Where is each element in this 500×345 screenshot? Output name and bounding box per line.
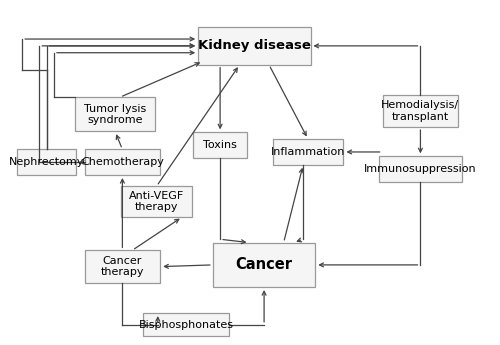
FancyBboxPatch shape: [379, 156, 462, 182]
Text: Anti-VEGF
therapy: Anti-VEGF therapy: [129, 191, 184, 213]
FancyBboxPatch shape: [18, 149, 76, 175]
FancyBboxPatch shape: [121, 186, 192, 217]
Text: Tumor lysis
syndrome: Tumor lysis syndrome: [84, 104, 146, 125]
Text: Immunosuppression: Immunosuppression: [364, 164, 476, 174]
FancyBboxPatch shape: [84, 250, 160, 283]
Text: Toxins: Toxins: [203, 140, 237, 150]
FancyBboxPatch shape: [84, 149, 160, 175]
FancyBboxPatch shape: [193, 132, 247, 158]
Text: Inflammation: Inflammation: [271, 147, 345, 157]
Text: Nephrectomy: Nephrectomy: [9, 157, 85, 167]
FancyBboxPatch shape: [198, 27, 310, 65]
FancyBboxPatch shape: [143, 313, 228, 336]
Text: Bisphosphonates: Bisphosphonates: [138, 320, 234, 330]
Text: Cancer: Cancer: [236, 257, 292, 273]
FancyBboxPatch shape: [272, 139, 344, 165]
Text: Hemodialysis/
transplant: Hemodialysis/ transplant: [382, 100, 460, 122]
Text: Chemotherapy: Chemotherapy: [81, 157, 164, 167]
FancyBboxPatch shape: [75, 97, 156, 131]
Text: Cancer
therapy: Cancer therapy: [100, 256, 144, 277]
Text: Kidney disease: Kidney disease: [198, 39, 311, 52]
FancyBboxPatch shape: [213, 243, 316, 287]
FancyBboxPatch shape: [382, 95, 458, 127]
